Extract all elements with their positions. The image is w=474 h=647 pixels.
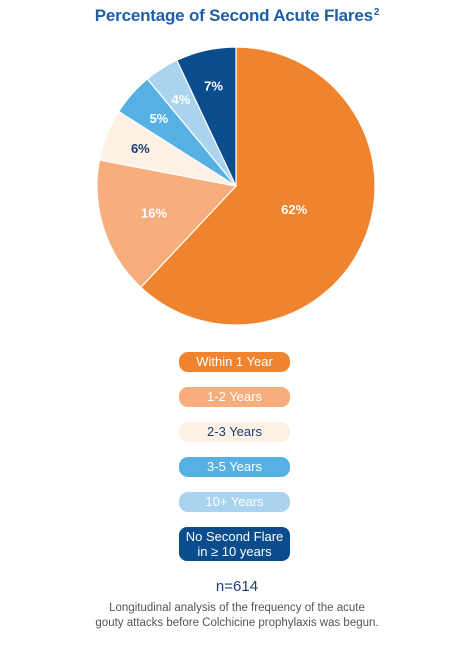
pie-label-10-years: 4% [171, 92, 190, 107]
pie-label-no-second-flare-in-10-years: 7% [204, 79, 223, 94]
sample-size: n=614 [215, 578, 259, 595]
legend-10-plus-years: 10+ Years [179, 492, 290, 512]
pie-slice-1-2-years [96, 159, 238, 289]
pie-label-1-2-years: 16% [141, 206, 167, 221]
footnote-line-2: gouty attacks before Colchicine prophyla… [95, 617, 379, 629]
pie-label-2-3-years: 6% [131, 141, 150, 156]
pie-chart: 62% 16% 6% 5%4% 7% [96, 46, 376, 326]
legend-1-2-years: 1-2 Years [179, 387, 290, 407]
legend-no-second-flare: No Second Flare in ≥ 10 years [179, 527, 290, 561]
footnote: Longitudinal analysis of the frequency o… [0, 601, 474, 631]
legend: Within 1 Year 1-2 Years 2-3 Years 3-5 Ye… [179, 352, 290, 576]
legend-within-1-year: Within 1 Year [179, 352, 290, 372]
pie-slice-within-1-year [139, 46, 376, 326]
footnote-line-1: Longitudinal analysis of the frequency o… [109, 602, 365, 614]
chart-title: Percentage of Second Acute Flares2 [94, 6, 380, 25]
pie-label-within-1-year: 62% [281, 202, 307, 217]
legend-2-3-years: 2-3 Years [179, 422, 290, 442]
title-superscript: 2 [373, 7, 380, 18]
pie-slice-no-second-flare-in-10-years [176, 46, 237, 187]
legend-3-5-years: 3-5 Years [179, 457, 290, 477]
pie-label-3-5-years: 5% [149, 111, 168, 126]
